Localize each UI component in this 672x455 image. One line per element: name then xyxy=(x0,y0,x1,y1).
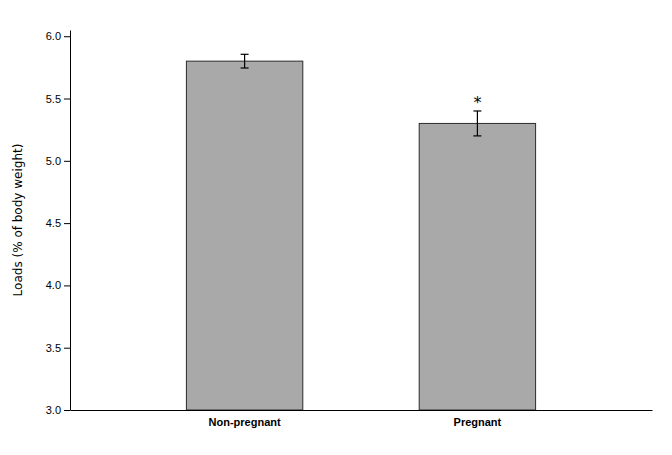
error-bar xyxy=(473,111,481,136)
y-tick: 4.0 xyxy=(46,279,70,291)
bar xyxy=(419,123,535,410)
y-tick: 3.5 xyxy=(46,342,70,354)
error-bar-cap xyxy=(241,67,249,68)
error-bar xyxy=(241,54,249,68)
y-axis-line xyxy=(70,31,71,411)
y-tick-label: 4.5 xyxy=(46,217,61,229)
y-tick-label: 5.0 xyxy=(46,155,61,167)
y-tick: 5.0 xyxy=(46,155,70,167)
y-tick-label: 5.5 xyxy=(46,93,61,105)
y-tick-mark xyxy=(64,99,70,100)
error-bar-stem xyxy=(477,111,478,136)
marks xyxy=(186,54,535,410)
x-axis-line xyxy=(71,410,653,411)
x-tick: Pregnant xyxy=(454,416,502,428)
chart: 3.0 3.5 4.0 4.5 5.0 5.5 6.0 Non-pregnant Pregnan… xyxy=(0,0,672,455)
y-tick: 3.0 xyxy=(46,404,70,416)
bar xyxy=(186,61,302,410)
y-tick: 6.0 xyxy=(46,30,70,42)
x-tick-label: Non-pregnant xyxy=(209,416,281,428)
y-tick-mark xyxy=(64,410,70,411)
y-tick-mark xyxy=(64,161,70,162)
y-tick-label: 4.0 xyxy=(46,279,61,291)
error-bar-cap xyxy=(241,54,249,55)
x-tick-label: Pregnant xyxy=(454,416,502,428)
y-tick: 5.5 xyxy=(46,93,70,105)
x-axis: Non-pregnant Pregnant xyxy=(71,411,653,428)
y-tick-mark xyxy=(64,36,70,37)
y-tick: 4.5 xyxy=(46,217,70,229)
y-tick-mark xyxy=(64,285,70,286)
y-tick-mark xyxy=(64,223,70,224)
annotation: * xyxy=(473,93,481,112)
y-tick-label: 3.0 xyxy=(46,404,61,416)
error-bar-cap xyxy=(473,135,481,136)
y-tick-mark xyxy=(64,348,70,349)
error-bar-stem xyxy=(244,54,245,68)
plot: 3.0 3.5 4.0 4.5 5.0 5.5 6.0 Non-pregnant Pregnan… xyxy=(11,30,653,428)
x-tick: Non-pregnant xyxy=(209,416,281,428)
y-tick-label: 6.0 xyxy=(46,30,61,42)
y-tick-label: 3.5 xyxy=(46,342,61,354)
y-axis: 3.0 3.5 4.0 4.5 5.0 5.5 6.0 xyxy=(46,30,71,416)
y-axis-title: Loads (% of body weight) xyxy=(11,144,25,297)
